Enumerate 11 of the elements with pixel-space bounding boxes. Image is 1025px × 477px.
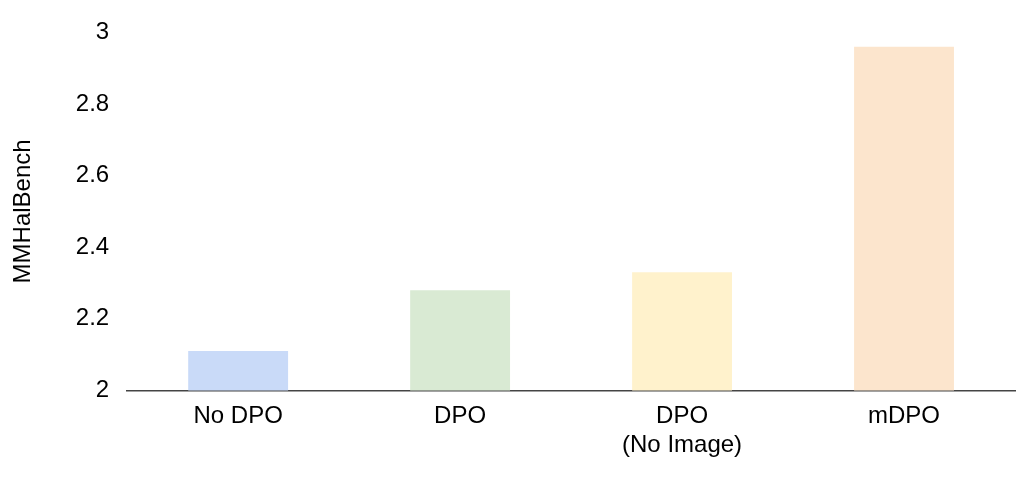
y-tick-label: 2.4 [75, 231, 110, 259]
y-tick-label: 2.6 [75, 160, 110, 188]
y-axis-title: MMHalBench [8, 139, 36, 284]
x-tick-label: No DPO [193, 401, 283, 429]
y-tick-label: 2.2 [75, 303, 110, 331]
y-tick-label: 2 [95, 375, 110, 403]
x-tick-label: DPO (No Image) [622, 401, 743, 458]
y-tick-label: 3 [95, 17, 110, 45]
y-tick-label: 2.8 [75, 88, 110, 116]
x-tick-label: mDPO [868, 401, 941, 429]
x-tick-label: DPO [434, 401, 487, 429]
